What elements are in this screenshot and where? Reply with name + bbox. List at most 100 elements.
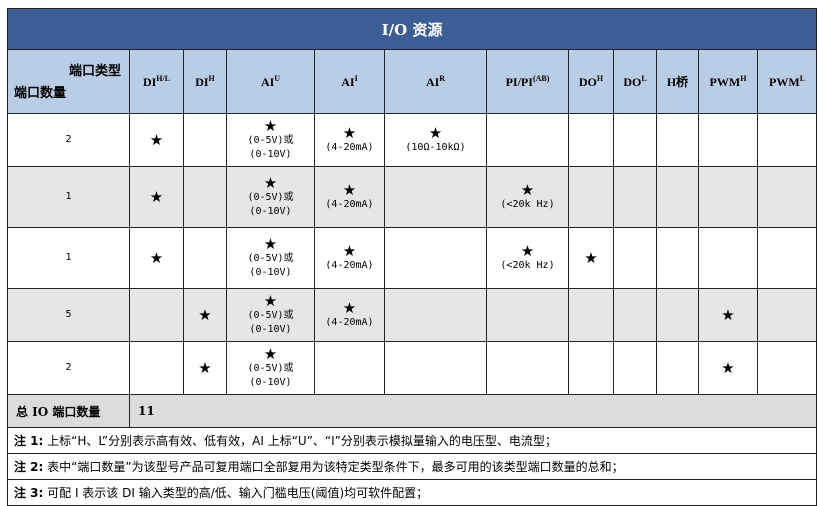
star-icon: ★ — [342, 242, 357, 260]
table-cell — [384, 227, 487, 289]
column-base: DI — [195, 74, 209, 89]
cell-text: (0-5V)或 — [247, 135, 294, 146]
cell-text: (0-5V)或 — [247, 310, 294, 321]
star-icon: ★ — [263, 292, 278, 310]
column-base: H桥 — [666, 75, 689, 89]
table-cell: ★ (4-20mA) — [314, 288, 385, 342]
table-cell — [756, 227, 818, 289]
table-cell — [568, 166, 614, 228]
column-sup: L — [799, 73, 806, 83]
column-header: AIR — [384, 49, 487, 114]
column-sup: (AB) — [532, 73, 550, 83]
star-icon: ★ — [263, 174, 278, 192]
table-row: 2 ★ ★ (0-5V)或 (0-10V) ★ — [7, 341, 818, 395]
star-icon: ★ — [428, 124, 443, 142]
cell-text: (4-20mA) — [325, 317, 374, 328]
cell-text: (0-5V)或 — [247, 363, 294, 374]
column-sup: H — [596, 73, 604, 83]
table-cell — [613, 227, 657, 289]
table-cell — [568, 288, 614, 342]
column-header: AII — [314, 49, 385, 114]
column-base: DI — [142, 74, 157, 89]
cell-text: (<20k Hz) — [500, 199, 555, 210]
table-cell — [613, 113, 657, 167]
note-text: 上标“H、L”分别表示高有效、低有效，AI 上标“U”、“I”分别表示模拟量输入… — [43, 434, 557, 448]
column-sup: H — [740, 73, 747, 83]
table-cell — [568, 113, 614, 167]
column-header: DOL — [613, 49, 657, 114]
star-icon: ★ — [263, 235, 278, 253]
corner-header: 端口类型 端口数量 — [7, 49, 130, 114]
table-cell: ★ — [568, 227, 614, 289]
table-cell: ★ (0-5V)或 (0-10V) — [226, 166, 315, 228]
cell-text: (0-10V) — [249, 267, 292, 278]
star-icon: ★ — [198, 359, 212, 377]
table-cell: ★ (<20k Hz) — [486, 166, 569, 228]
port-count: 2 — [7, 113, 130, 167]
table-cell — [613, 166, 657, 228]
table-cell — [613, 288, 657, 342]
table-cell: ★ (4-20mA) — [314, 113, 385, 167]
table-cell — [568, 341, 614, 395]
star-icon: ★ — [263, 117, 278, 135]
star-icon: ★ — [584, 249, 598, 267]
table-cell: ★ (<20k Hz) — [486, 227, 569, 289]
table-cell — [756, 166, 818, 228]
column-header: DIH/L — [129, 49, 184, 114]
table-row: 2 ★ ★ (0-5V)或 (0-10V) ★ (4-20mA) ★ (10Ω-10kΩ) — [7, 113, 818, 167]
cell-text: (10Ω-10kΩ) — [405, 142, 466, 153]
cell-text: (4-20mA) — [325, 260, 374, 271]
column-base: DO — [623, 74, 642, 89]
table-cell: ★ — [698, 341, 758, 395]
port-count: 2 — [7, 341, 130, 395]
table-row: 5 ★ ★ (0-5V)或 (0-10V) ★ (4-20mA) ★ — [7, 288, 818, 342]
io-resource-table-container: I/O 资源 端口类型 端口数量 DIH/L DIH AIU AII AIR PI/PI(… — [6, 8, 818, 506]
table-cell — [129, 288, 184, 342]
column-header: PWMH — [698, 49, 758, 114]
column-sup: U — [274, 73, 281, 83]
star-icon: ★ — [263, 345, 278, 363]
star-icon: ★ — [342, 124, 357, 142]
column-base: PWM — [769, 74, 800, 89]
table-cell — [698, 166, 758, 228]
cell-text: (0-10V) — [249, 377, 292, 388]
table-cell — [756, 341, 818, 395]
column-base: PI/PI — [505, 74, 533, 89]
table-cell: ★ — [183, 288, 227, 342]
table-cell — [656, 113, 699, 167]
star-icon: ★ — [149, 131, 164, 149]
table-cell: ★ (0-5V)或 (0-10V) — [226, 227, 315, 289]
note-text: 可配 I 表示该 DI 输入类型的高/低、输入门槛电压(阈值)均可软件配置； — [43, 486, 429, 500]
table-cell — [656, 166, 699, 228]
table-cell — [698, 227, 758, 289]
note-1: 注 1: 上标“H、L”分别表示高有效、低有效，AI 上标“U”、“I”分别表示… — [6, 427, 818, 454]
table-cell: ★ — [129, 166, 184, 228]
column-header: DIH — [183, 49, 227, 114]
cell-text: (<20k Hz) — [500, 260, 555, 271]
star-icon: ★ — [520, 181, 535, 199]
column-sup: L — [641, 73, 647, 83]
table-cell: ★ — [129, 113, 184, 167]
port-type-label: 端口类型 — [68, 63, 121, 78]
table-cell: ★ (10Ω-10kΩ) — [384, 113, 487, 167]
star-icon: ★ — [198, 306, 212, 324]
cell-text: (4-20mA) — [325, 142, 374, 153]
note-label: 注 3: — [14, 486, 44, 500]
io-resource-table: I/O 资源 端口类型 端口数量 DIH/L DIH AIU AII AIR PI/PI(… — [6, 8, 818, 506]
table-cell — [384, 341, 487, 395]
star-icon: ★ — [721, 306, 735, 324]
column-header: AIU — [226, 49, 315, 114]
column-header: PI/PI(AB) — [486, 49, 569, 114]
column-header: H桥 — [656, 49, 699, 114]
column-base: PWM — [709, 74, 741, 89]
table-cell — [486, 341, 569, 395]
star-icon: ★ — [520, 242, 535, 260]
total-value: 11 — [128, 394, 818, 428]
column-base: AI — [260, 74, 275, 89]
note-label: 注 1: — [14, 434, 44, 448]
cell-text: (4-20mA) — [325, 199, 374, 210]
table-row: 1 ★ ★ (0-5V)或 (0-10V) ★ (4-20mA) ★ (<20k Hz) ★ — [7, 227, 818, 289]
table-cell — [698, 113, 758, 167]
total-label: 总 IO 端口数量 — [7, 394, 130, 428]
port-count: 5 — [7, 288, 130, 342]
